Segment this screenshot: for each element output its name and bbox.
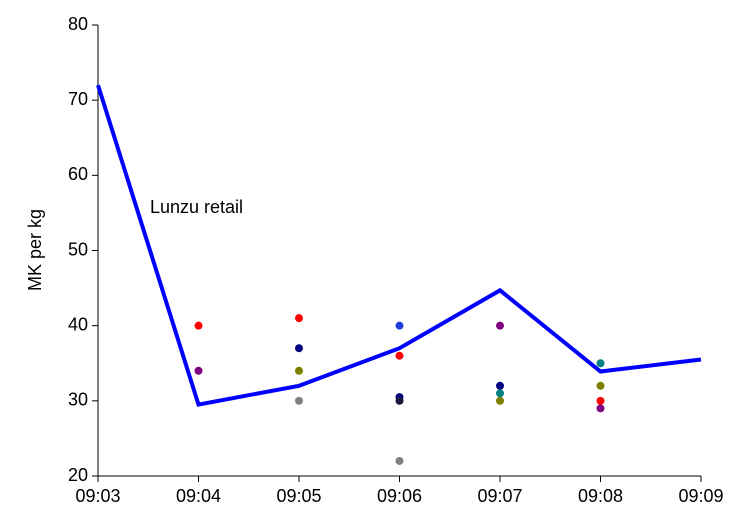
data-point [496,389,504,398]
x-tick-label: 09:05 [276,486,321,506]
x-tick-label: 09:04 [176,486,221,506]
data-point [194,321,203,330]
x-tick-label: 09:03 [75,486,120,506]
data-point [295,366,303,375]
y-tick-label: 50 [68,239,88,259]
data-point [596,404,605,413]
data-point [295,344,303,353]
line-series [96,84,702,407]
y-tick-label: 80 [68,14,88,34]
x-tick-label: 09:07 [477,486,522,506]
data-point [596,396,605,405]
y-tick-label: 60 [68,164,88,184]
data-point [295,314,303,323]
x-tick-label: 09:08 [578,486,623,506]
y-tick-label: 40 [68,314,88,334]
y-axis-label: MK per kg [25,209,45,291]
y-tick-label: 30 [68,390,88,410]
data-point [395,351,404,360]
data-point [295,396,303,405]
data-point [395,396,404,405]
data-point [496,381,504,390]
x-tick-label: 09:06 [377,486,422,506]
data-point [496,321,504,330]
data-point [596,381,605,390]
data-point [496,396,504,405]
y-tick-label: 70 [68,89,88,109]
data-point [194,366,203,375]
data-point [596,359,605,368]
y-tick-label: 20 [68,465,88,485]
data-point [395,456,404,465]
data-point [395,321,404,330]
x-tick-label: 09:09 [678,486,723,506]
series-label: Lunzu retail [150,197,243,217]
